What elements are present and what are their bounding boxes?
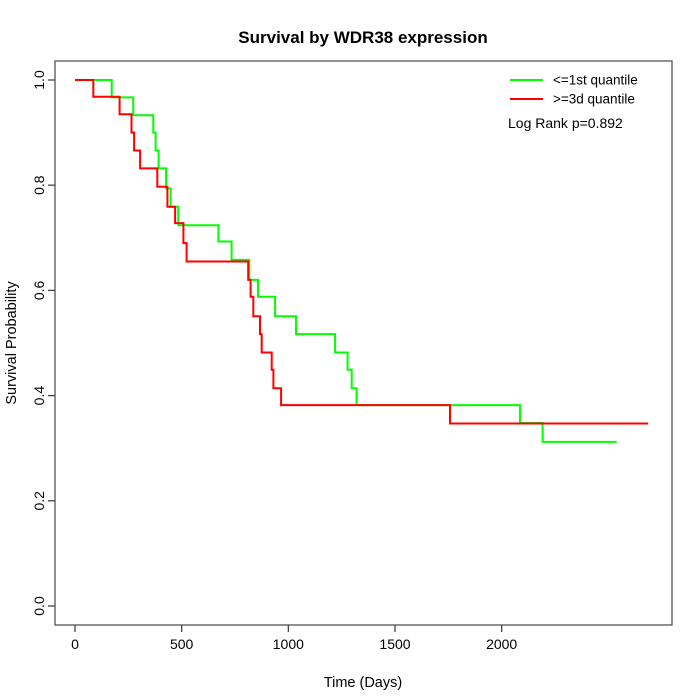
y-tick-label: 1.0 — [31, 70, 47, 90]
legend-label-low: <=1st quantile — [553, 73, 638, 88]
y-tick-label: 0.8 — [31, 175, 47, 195]
y-tick-label: 0.4 — [31, 386, 47, 406]
x-tick-label: 2000 — [486, 636, 517, 652]
y-tick-label: 0.0 — [31, 596, 47, 616]
y-axis: 0.0 0.2 0.4 0.6 0.8 1.0 — [31, 70, 55, 616]
chart-title: Survival by WDR38 expression — [238, 28, 487, 47]
x-tick-label: 500 — [170, 636, 194, 652]
plot-box — [54, 60, 673, 626]
legend-label-high: >=3d quantile — [553, 92, 635, 107]
legend: <=1st quantile >=3d quantile Log Rank p=… — [508, 73, 638, 132]
km-curve-low-expression — [75, 79, 617, 443]
y-axis-label: Survival Probability — [4, 281, 20, 405]
x-axis: 0 500 1000 1500 2000 — [71, 625, 517, 652]
y-tick-label: 0.6 — [31, 280, 47, 300]
y-tick-label: 0.2 — [31, 491, 47, 511]
x-tick-label: 1500 — [379, 636, 410, 652]
log-rank-pvalue: Log Rank p=0.892 — [508, 115, 623, 131]
x-tick-label: 0 — [71, 636, 79, 652]
x-tick-label: 1000 — [273, 636, 304, 652]
km-curve-high-expression — [75, 79, 649, 425]
x-axis-label: Time (Days) — [324, 675, 402, 691]
